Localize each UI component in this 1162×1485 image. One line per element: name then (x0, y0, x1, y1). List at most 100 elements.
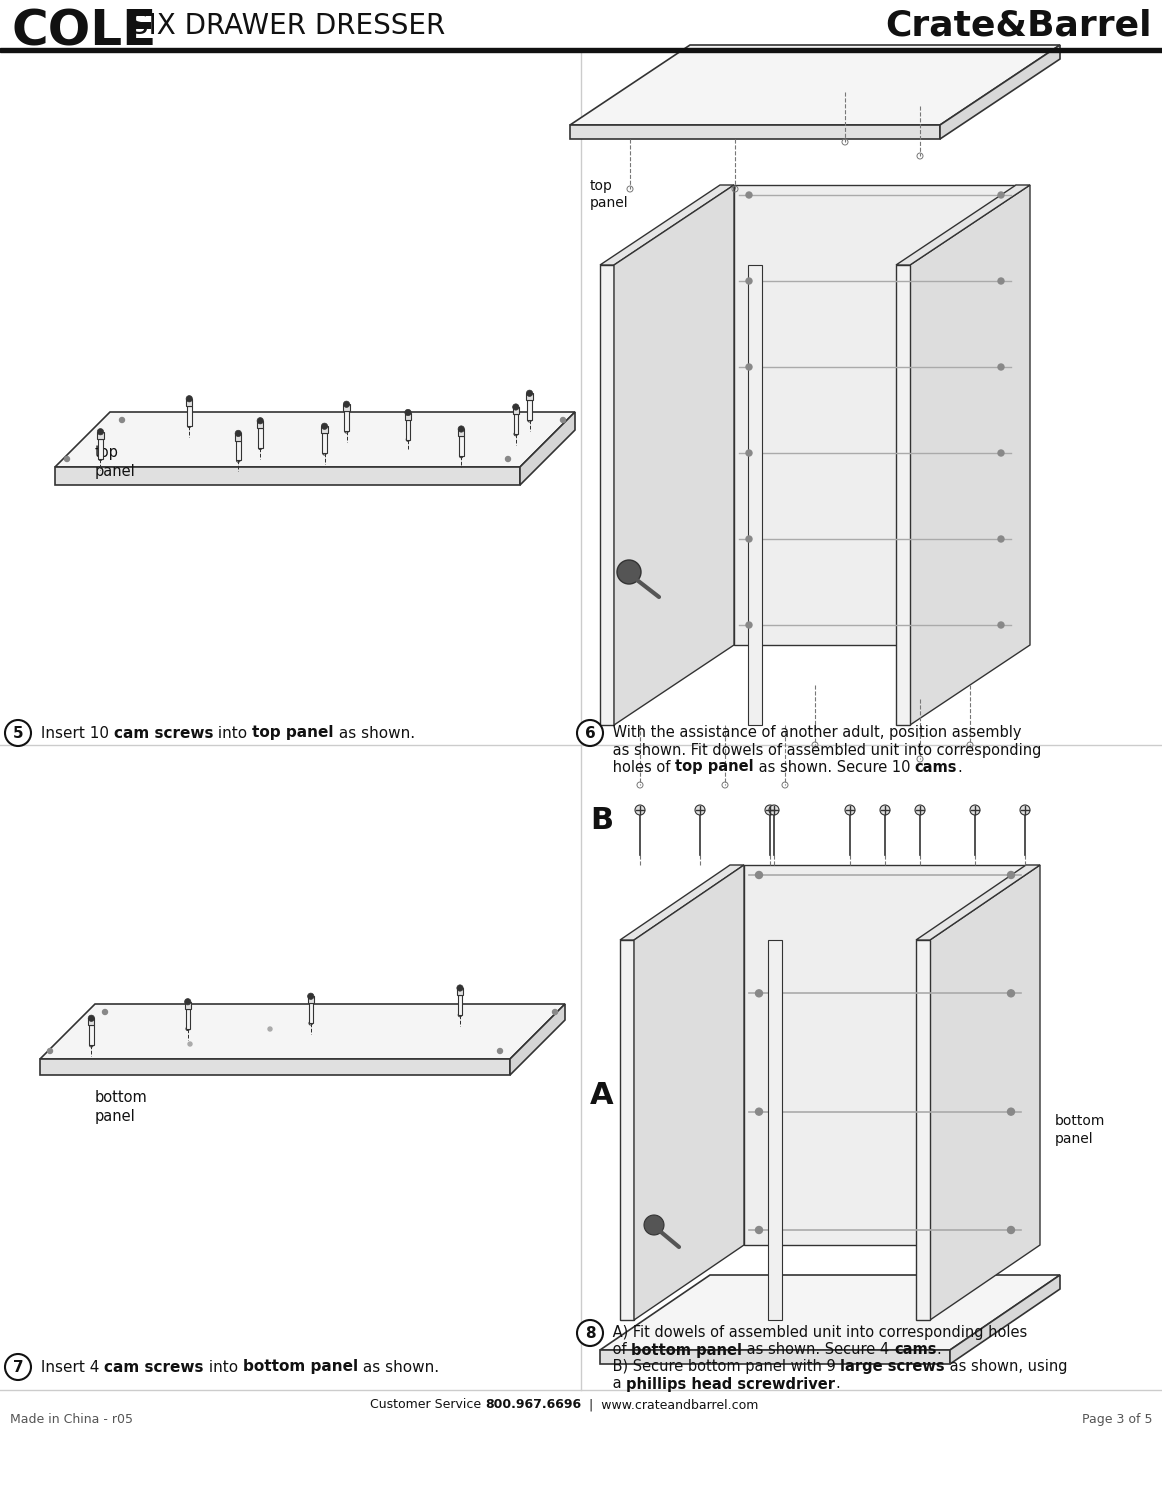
Circle shape (458, 426, 465, 432)
Text: cam screws: cam screws (105, 1359, 203, 1375)
Circle shape (970, 805, 980, 815)
Circle shape (98, 429, 103, 435)
Bar (185, 1002, 191, 1008)
Polygon shape (571, 125, 940, 140)
Circle shape (746, 278, 752, 284)
Text: .: . (957, 759, 962, 775)
Bar (236, 441, 241, 460)
Circle shape (755, 990, 762, 996)
Bar (458, 995, 462, 1016)
Circle shape (746, 536, 752, 542)
Text: A: A (590, 1081, 614, 1109)
Polygon shape (916, 940, 930, 1320)
Circle shape (526, 391, 532, 396)
Circle shape (617, 560, 641, 584)
Bar (343, 404, 350, 411)
Circle shape (1020, 805, 1030, 815)
Bar (458, 429, 465, 437)
Bar (528, 401, 532, 420)
Text: Insert 10: Insert 10 (36, 726, 114, 741)
Circle shape (497, 1048, 502, 1053)
Polygon shape (951, 1276, 1060, 1365)
Bar (322, 434, 327, 453)
Bar (258, 428, 263, 448)
Circle shape (322, 423, 328, 429)
Circle shape (998, 450, 1004, 456)
Bar (344, 411, 349, 431)
Circle shape (5, 720, 31, 745)
Text: 800.967.6696: 800.967.6696 (485, 1399, 581, 1412)
Bar (308, 996, 314, 1004)
Circle shape (308, 993, 314, 999)
Text: B: B (590, 806, 614, 835)
Text: as shown.: as shown. (358, 1359, 439, 1375)
Circle shape (120, 417, 124, 423)
Text: top panel: top panel (675, 759, 754, 775)
Circle shape (88, 1016, 94, 1022)
Polygon shape (40, 1004, 565, 1059)
Polygon shape (55, 466, 521, 486)
Polygon shape (510, 1004, 565, 1075)
Polygon shape (600, 186, 734, 264)
Polygon shape (768, 940, 782, 1320)
Bar (406, 420, 410, 440)
Bar (89, 1026, 94, 1045)
Text: top
panel: top panel (590, 180, 629, 211)
Text: Insert 4: Insert 4 (36, 1359, 105, 1375)
Circle shape (755, 872, 762, 879)
Polygon shape (621, 864, 744, 940)
Circle shape (998, 278, 1004, 284)
Text: .: . (835, 1377, 840, 1391)
Circle shape (512, 404, 519, 410)
Polygon shape (910, 186, 1030, 725)
Text: bottom
panel: bottom panel (1055, 1114, 1105, 1145)
Text: B) Secure bottom panel with 9: B) Secure bottom panel with 9 (608, 1359, 840, 1375)
Text: Customer Service: Customer Service (370, 1399, 485, 1412)
Text: of: of (608, 1342, 631, 1357)
Polygon shape (734, 186, 1016, 644)
Polygon shape (744, 864, 1026, 1244)
Polygon shape (634, 864, 744, 1320)
Circle shape (1007, 1227, 1014, 1234)
Circle shape (457, 985, 464, 990)
Polygon shape (600, 1350, 951, 1365)
Text: bottom
panel: bottom panel (95, 1090, 148, 1124)
Text: bottom panel: bottom panel (243, 1359, 358, 1375)
Text: phillips head screwdriver: phillips head screwdriver (626, 1377, 835, 1391)
Text: 5: 5 (13, 726, 23, 741)
Text: top panel: top panel (252, 726, 333, 741)
Text: as shown.: as shown. (333, 726, 415, 741)
Bar (235, 434, 242, 441)
Bar (512, 407, 519, 414)
Bar (187, 405, 192, 426)
Circle shape (48, 1048, 52, 1053)
Circle shape (769, 805, 779, 815)
Text: bottom panel: bottom panel (631, 1342, 743, 1357)
Bar (186, 1008, 191, 1029)
Text: SIX DRAWER DRESSER: SIX DRAWER DRESSER (122, 12, 445, 40)
Text: as shown. Secure 10: as shown. Secure 10 (754, 759, 914, 775)
Text: into: into (214, 726, 252, 741)
Text: 7: 7 (13, 1359, 23, 1375)
Circle shape (746, 364, 752, 370)
Text: Made in China - r05: Made in China - r05 (10, 1414, 132, 1426)
Bar (404, 413, 411, 420)
Circle shape (746, 622, 752, 628)
Circle shape (578, 720, 603, 745)
Circle shape (343, 401, 350, 407)
Text: as shown. Secure 4: as shown. Secure 4 (743, 1342, 894, 1357)
Bar (0, 48, 1162, 52)
Text: large screws: large screws (840, 1359, 945, 1375)
Polygon shape (621, 940, 634, 1320)
Circle shape (845, 805, 855, 815)
Text: Crate&Barrel: Crate&Barrel (885, 7, 1152, 42)
Circle shape (578, 1320, 603, 1345)
Bar (322, 426, 328, 434)
Bar (99, 440, 102, 459)
Polygon shape (521, 411, 575, 486)
Polygon shape (896, 186, 1030, 264)
Polygon shape (896, 264, 910, 725)
Text: as shown, using: as shown, using (945, 1359, 1068, 1375)
Text: as shown. Fit dowels of assembled unit into corresponding: as shown. Fit dowels of assembled unit i… (608, 742, 1041, 757)
Circle shape (634, 805, 645, 815)
